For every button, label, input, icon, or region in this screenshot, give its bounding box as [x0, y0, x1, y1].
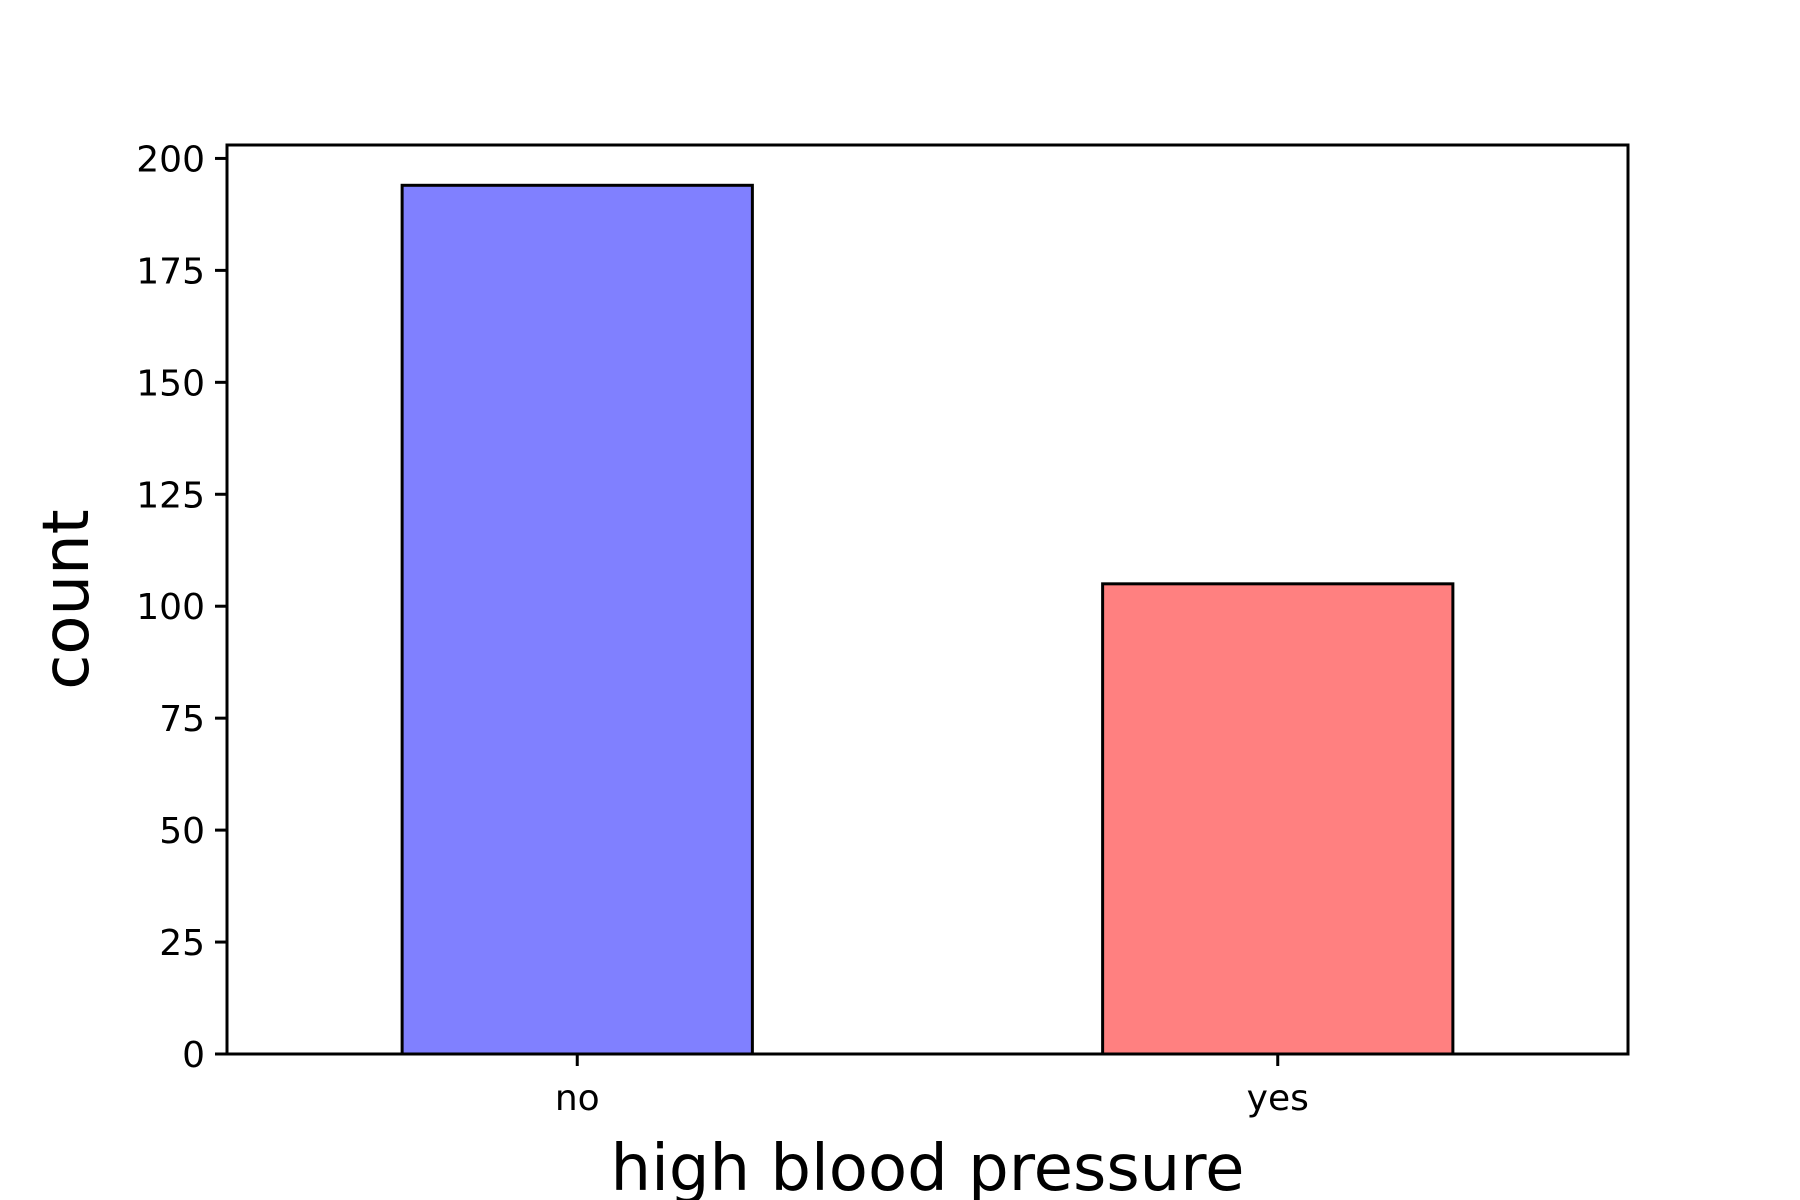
- plot-frame: [225, 143, 1630, 1056]
- bar-no: [400, 183, 754, 1056]
- bars: [400, 183, 1455, 1056]
- axes: [225, 143, 1630, 1056]
- bar-yes: [1101, 582, 1455, 1056]
- y-tick-label: 75: [159, 699, 205, 740]
- y-tick-label: 100: [136, 587, 205, 628]
- y-tick-label: 0: [182, 1035, 205, 1076]
- y-tick-label: 200: [136, 139, 205, 180]
- y-tick-label: 175: [136, 251, 205, 292]
- x-tick-label: yes: [1247, 1078, 1309, 1119]
- x-axis-label: high blood pressure: [611, 1132, 1245, 1200]
- y-tick-label: 125: [136, 475, 205, 516]
- y-tick-label: 25: [159, 923, 205, 964]
- y-tick-label: 50: [159, 811, 205, 852]
- x-tick-label: no: [555, 1078, 600, 1119]
- x-axis-ticks: no yes: [555, 1054, 1309, 1119]
- y-axis-ticks: 0 25 50 75 100 125 150 175 200: [136, 139, 227, 1076]
- y-axis-label: count: [30, 509, 104, 690]
- y-tick-label: 150: [136, 363, 205, 404]
